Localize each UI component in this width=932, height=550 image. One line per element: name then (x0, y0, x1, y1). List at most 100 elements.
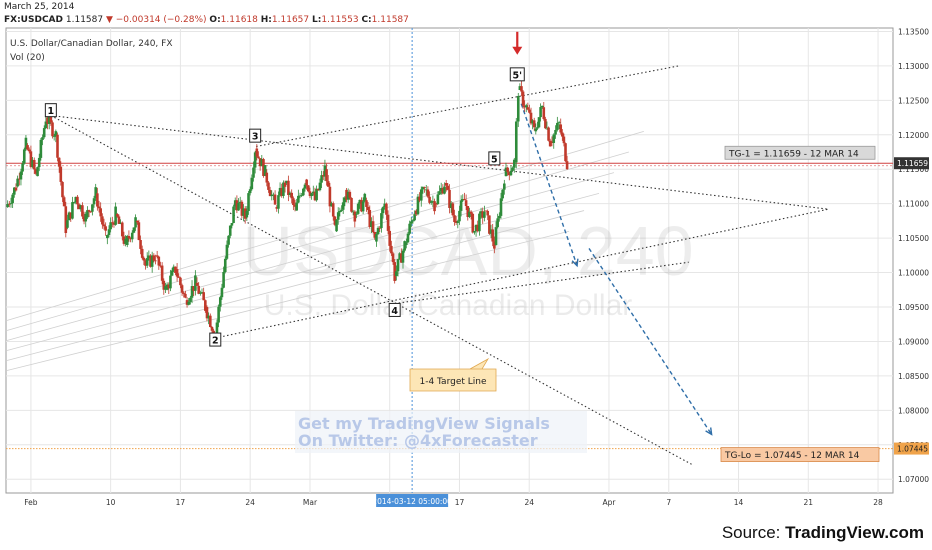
target-lo-tag-label: 1.07445 (897, 445, 928, 454)
x-tick-label: 14 (734, 498, 744, 507)
candle-body (516, 95, 520, 122)
candle-body (205, 307, 209, 319)
candle-body (308, 191, 312, 197)
y-tick-label: 1.08500 (898, 372, 929, 381)
candle-body (539, 107, 542, 118)
candle-body (202, 292, 205, 301)
candle-body (353, 211, 357, 222)
symbol[interactable]: FX:USDCAD (4, 15, 63, 25)
candle-body (89, 211, 93, 213)
wave-label-box (388, 302, 401, 317)
candle-body (448, 189, 451, 208)
candle-body (300, 195, 303, 197)
candle-body (564, 143, 567, 162)
candle-body (469, 211, 473, 214)
candle-body (398, 253, 401, 260)
candle-body (370, 221, 373, 227)
signal-text-line: Get my TradingView Signals (298, 414, 550, 433)
x-tick-label: 7 (666, 498, 671, 507)
candle-body (14, 187, 18, 191)
candle-body (316, 188, 320, 191)
candle-body (268, 189, 272, 197)
y-tick-label: 1.13000 (898, 62, 929, 71)
candle-body (293, 205, 297, 207)
candle-body (64, 206, 68, 234)
candle-body (16, 178, 19, 187)
candle-body (267, 182, 270, 190)
candle-body (134, 217, 137, 228)
source-credit: Source: TradingView.com (722, 523, 924, 543)
candle-body (220, 287, 224, 298)
candle-body (441, 187, 445, 194)
fan-line (5, 192, 600, 352)
candle-body (6, 203, 9, 208)
candle-body (556, 122, 559, 130)
candle-body (96, 193, 99, 207)
candle-body (471, 213, 475, 233)
candle-body (552, 134, 556, 143)
candle-body (421, 187, 425, 190)
candle-body (526, 107, 530, 110)
candle-body (436, 194, 440, 205)
fan-line (5, 230, 570, 372)
candle-body (99, 208, 102, 217)
candle-body (321, 175, 325, 177)
candle-body (443, 186, 446, 194)
candle-body (154, 260, 157, 262)
candle-body (275, 207, 279, 209)
candle-body (536, 127, 539, 129)
candle-body (340, 209, 343, 211)
candle-body (199, 292, 202, 294)
wave-label-box (44, 103, 57, 118)
candle-body (210, 327, 214, 331)
candle-body (494, 227, 498, 245)
candle-body (438, 191, 441, 195)
candle-body (323, 165, 327, 177)
candle-body (272, 194, 275, 196)
candle-body (446, 185, 450, 190)
candle-body (238, 201, 242, 203)
candle-body (336, 212, 340, 220)
candle-body (463, 199, 466, 201)
candle-body (426, 189, 430, 197)
candle-body (204, 300, 207, 311)
candle-body (346, 191, 350, 200)
candle-body (247, 193, 250, 211)
candle-body (67, 212, 71, 221)
candle-body (194, 275, 197, 291)
callout-bubble (409, 357, 497, 392)
candle-body (328, 186, 332, 207)
candle-body (325, 169, 328, 182)
candle-body (160, 265, 164, 281)
open-value: 1.11618 (220, 15, 258, 25)
candle-body (24, 137, 28, 150)
candle-body (132, 227, 136, 233)
candle-body (341, 202, 345, 210)
candle-body (228, 225, 232, 236)
candle-body (260, 159, 264, 167)
candle-body (416, 196, 420, 215)
candle-body (17, 178, 21, 180)
watermark-ticker: USDCAD, 240 (242, 212, 693, 290)
candle-body (222, 272, 225, 288)
current-price-tag (894, 157, 929, 170)
fan-line (5, 151, 630, 332)
candle-body (109, 222, 112, 230)
y-tick-label: 1.09500 (898, 303, 929, 312)
x-tick-label: Feb (24, 498, 38, 507)
y-tick-label: 1.07000 (898, 475, 929, 484)
candle-body (82, 216, 86, 222)
high-value: 1.11657 (271, 15, 310, 25)
candle-body (21, 163, 24, 172)
y-tick-label: 1.12500 (898, 96, 929, 105)
candle-body (303, 184, 307, 189)
high-label: H: (260, 15, 272, 25)
x-tick-label: 17 (455, 498, 465, 507)
candle-body (145, 258, 149, 266)
target-lo-tag (894, 442, 929, 455)
source-brand[interactable]: TradingView.com (785, 523, 924, 542)
lower-channel-line (394, 261, 689, 305)
callout-text: 1-4 Target Line (419, 377, 486, 387)
candle-body (184, 293, 187, 298)
